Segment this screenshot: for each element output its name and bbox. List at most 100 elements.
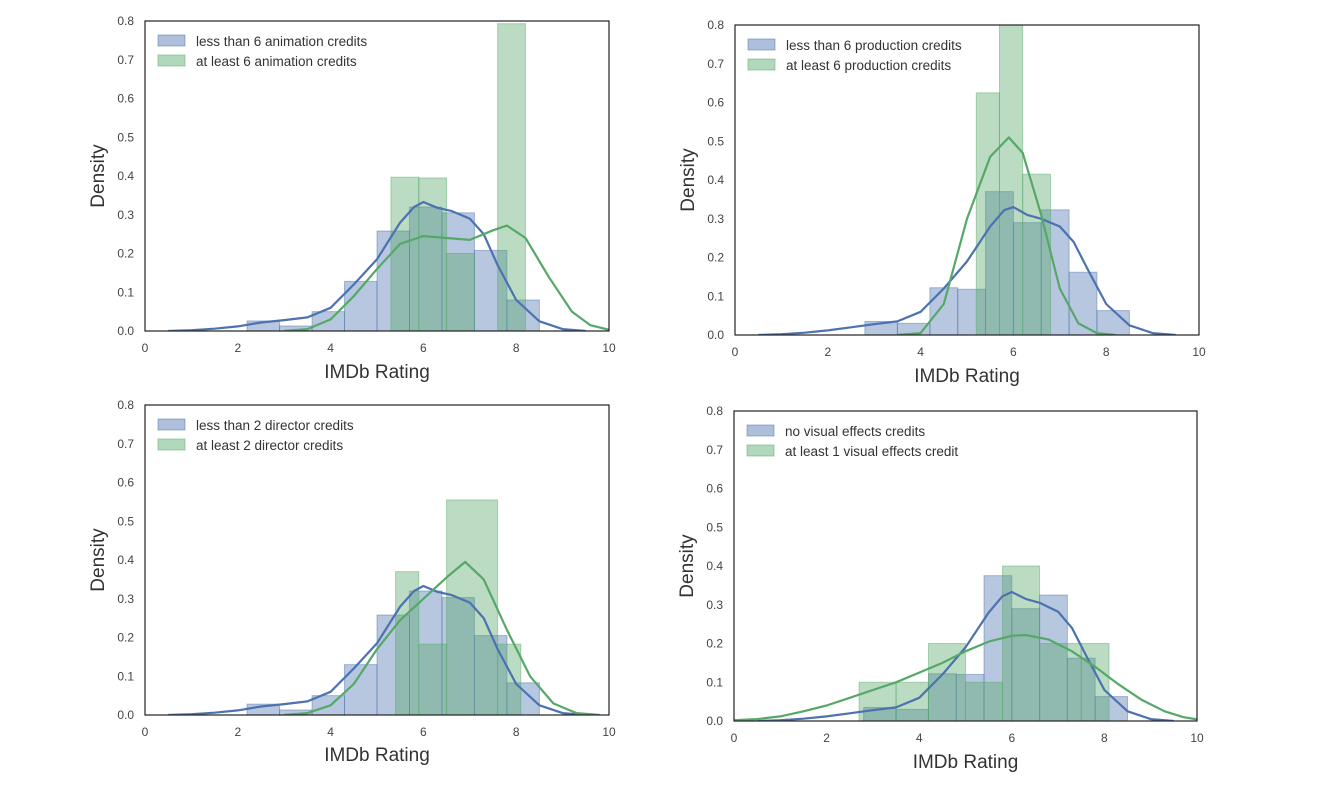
y-tick-label: 0.6 [706,482,723,496]
x-tick-label: 2 [823,731,830,745]
y-tick-label: 0.5 [707,134,724,148]
y-tick-label: 0.7 [117,437,134,451]
plot-area [735,25,1199,335]
legend-label: at least 6 animation credits [196,54,357,69]
histogram-bar [1012,222,1042,335]
legend-swatch [747,38,776,51]
plot-frame [733,410,1198,722]
y-tick-label: 0.2 [706,637,723,651]
y-tick-label: 0.7 [706,443,723,457]
density-curve-series-1 [757,590,1174,721]
y-axis-title: Density [88,528,109,592]
x-axis-title: IMDb Rating [324,362,430,383]
histogram-bar [957,288,987,335]
x-axis-title: IMDb Rating [914,366,1020,387]
y-axis-title: Density [88,144,109,208]
histogram-series-1 [246,590,540,715]
y-tick-label: 0.6 [117,92,134,106]
y-tick-label: 0.0 [707,328,724,342]
histogram-series-2 [390,23,526,331]
legend-label: less than 2 director credits [196,418,354,433]
x-tick-label: 2 [824,345,831,359]
y-tick-label: 0.5 [706,520,723,534]
x-tick-label: 4 [917,345,924,359]
y-tick-label: 0.0 [117,324,134,338]
histogram-bar [446,499,499,715]
plot-area [145,405,609,715]
plot-frame [144,20,610,332]
x-tick-label: 4 [327,725,334,739]
histogram-series-2 [395,499,522,715]
y-tick-label: 0.3 [706,598,723,612]
histogram-bar [998,25,1024,335]
legend: less than 6 production credits at least 6… [747,38,962,73]
y-tick-label: 0.8 [117,14,134,28]
x-tick-label: 2 [234,725,241,739]
x-tick-label: 2 [234,341,241,355]
density-curve-series-1 [168,200,586,331]
legend-label: at least 6 production credits [786,58,951,73]
y-tick-label: 0.3 [707,212,724,226]
y-tick-label: 0.6 [117,476,134,490]
histogram-bar [955,674,985,721]
y-tick-label: 0.7 [707,57,724,71]
chart-panel-production-credits: 0 2 4 6 8 10 0.0 0.1 0.2 0.3 0.4 0.5 0.6 0.7 0.8 IMDb R… [678,18,1206,387]
y-tick-label: 0.5 [117,514,134,528]
y-tick-label: 0.0 [117,708,134,722]
plot-frame [734,24,1200,336]
x-tick-label: 10 [1192,345,1206,359]
plot-marks [758,25,1176,335]
y-tick-label: 0.2 [117,247,134,261]
histogram-bar [983,575,1013,721]
y-tick-label: 0.2 [707,251,724,265]
density-curve-series-1 [758,206,1176,335]
histogram-bar [441,212,475,331]
histogram-bar [1096,310,1130,335]
histogram-bar [975,92,1000,335]
histogram-bar [1011,608,1041,721]
x-tick-label: 0 [732,345,739,359]
legend-swatch [746,424,775,437]
chart-panel-visual-effects-credits: 0 2 4 6 8 10 0.0 0.1 0.2 0.3 0.4 0.5 0.6 0.7 0.8 IMDb R… [677,404,1204,773]
histogram-bar [1066,657,1096,721]
histogram-bar [896,322,931,335]
histogram-bar [395,571,420,715]
legend: no visual effects credits at least 1 visu… [746,424,958,459]
x-tick-label: 0 [142,341,149,355]
histogram-bar [1068,271,1098,335]
x-tick-label: 6 [420,725,427,739]
legend-swatch [747,58,776,71]
histogram-bar [929,287,959,335]
plot-marks [168,23,609,331]
plot-marks [734,565,1197,721]
y-tick-label: 0.4 [706,559,723,573]
x-axis-title: IMDb Rating [324,745,430,766]
y-tick-label: 0.8 [707,18,724,32]
y-tick-label: 0.1 [706,675,723,689]
legend-swatch [157,418,186,431]
x-tick-label: 6 [1010,345,1017,359]
legend-swatch [157,438,186,451]
histogram-bar [965,681,1004,721]
histogram-bar [473,249,508,331]
y-tick-label: 0.1 [707,289,724,303]
y-tick-label: 0.1 [117,669,134,683]
x-tick-label: 10 [602,725,616,739]
y-axis-title: Density [678,148,699,212]
histogram-series-1 [863,575,1129,721]
x-tick-label: 8 [1103,345,1110,359]
chart-panel-animation-credits: 0 2 4 6 8 10 0.0 0.1 0.2 0.3 0.4 0.5 0.6 0.7 0.8 IMDb R… [88,14,616,383]
density-curve-series-2 [284,224,609,331]
histogram-bar [1002,565,1041,721]
x-tick-label: 8 [513,341,520,355]
y-tick-label: 0.7 [117,53,134,67]
plot-area [734,411,1197,721]
y-tick-label: 0.0 [706,714,723,728]
legend-swatch [746,444,775,457]
histogram-bar [497,23,526,331]
density-curve-series-2 [284,560,600,715]
plot-frame [144,404,610,716]
legend-label: at least 1 visual effects credit [785,444,958,459]
histogram-bar [895,708,929,721]
